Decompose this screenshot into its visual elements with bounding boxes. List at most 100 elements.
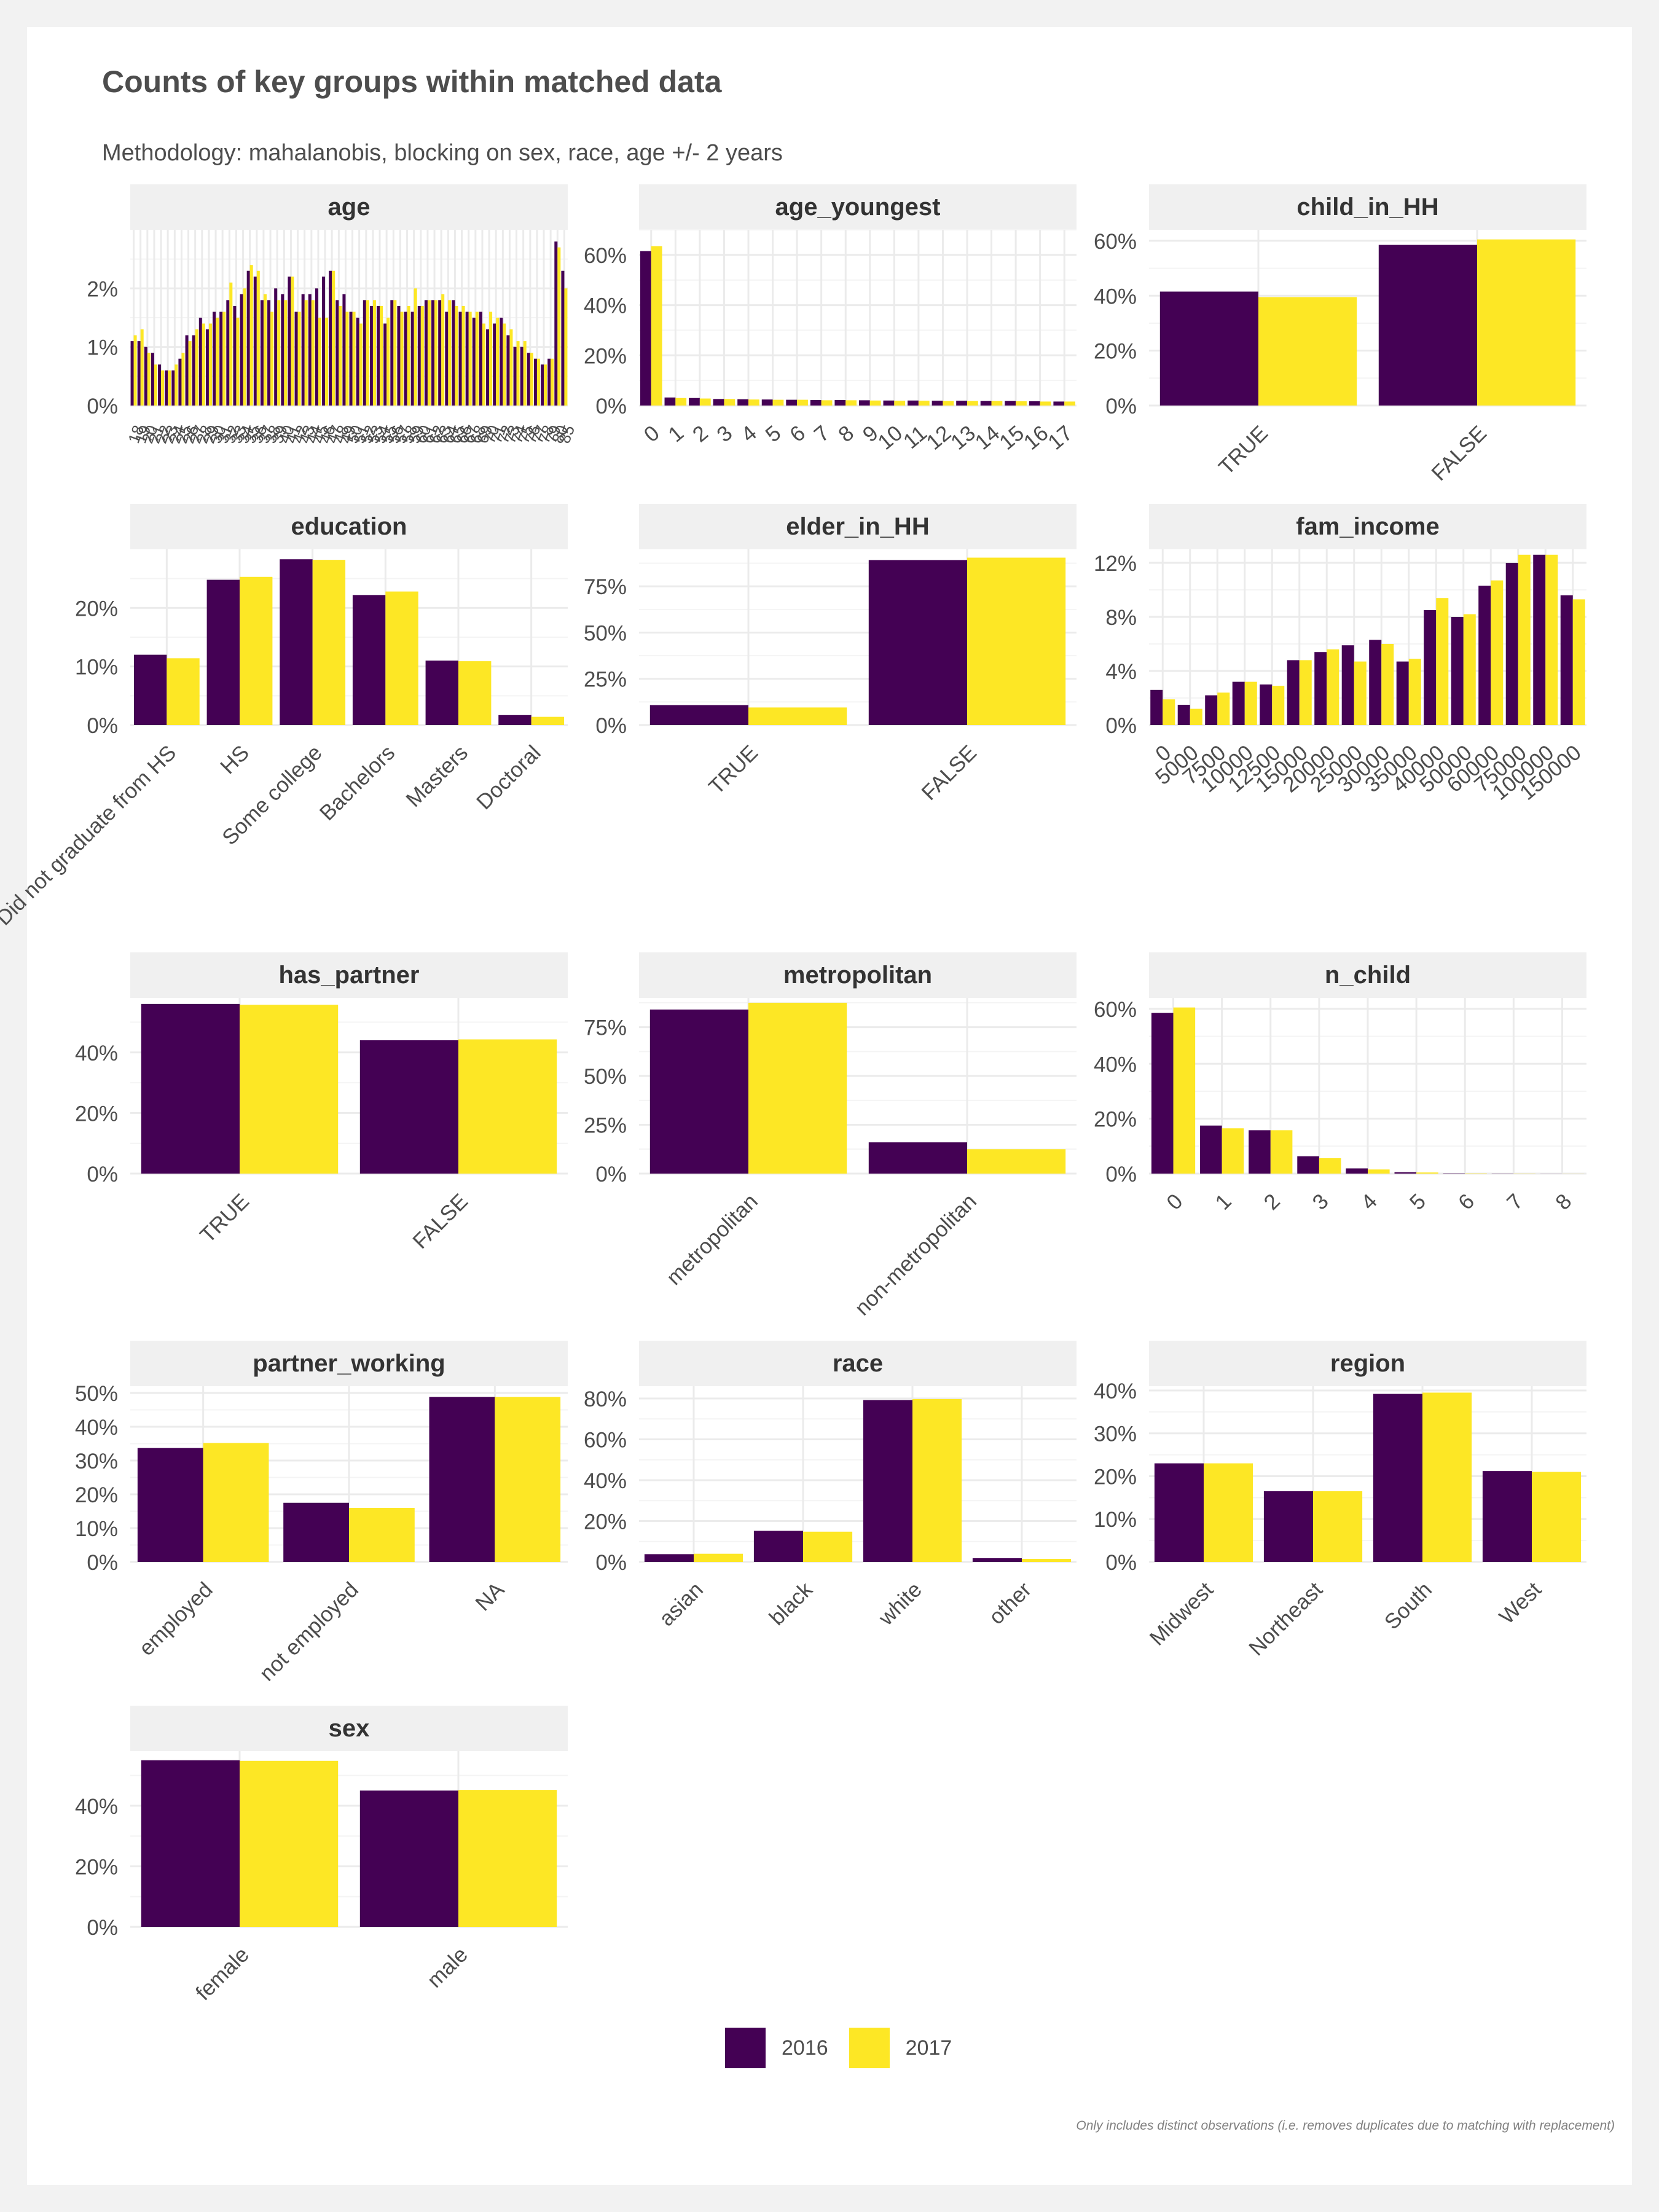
bar-age-youngest-13-2016 — [956, 401, 967, 406]
bar-fam-income-20000-2017 — [1327, 649, 1339, 725]
bar-education-bachelors-2016 — [352, 595, 386, 725]
bar-age-47-2017 — [332, 270, 335, 406]
bar-age-67-2016 — [465, 312, 469, 406]
facet-has-partner: has_partner 0% 20% 40% TRUE FALSE — [75, 952, 568, 1253]
bar-age-33-2017 — [236, 318, 240, 406]
bar-age-73-2017 — [509, 329, 513, 406]
bar-age-youngest-8-2016 — [834, 400, 846, 406]
bar-fam-income-12500-2016 — [1260, 684, 1273, 725]
legend: 2016 2017 — [725, 2028, 973, 2068]
ytick-label-partner-working: 30% — [75, 1449, 118, 1473]
ytick-label-has-partner: 40% — [75, 1041, 118, 1065]
bar-metropolitan-metropolitan-2016 — [649, 1010, 748, 1174]
bar-age-33-2016 — [233, 305, 237, 406]
bar-age-77-2017 — [536, 358, 540, 406]
bar-child-in-hh-false-2017 — [1477, 239, 1576, 406]
xtick-label-age-youngest-0: 0 — [640, 421, 664, 447]
bar-age-youngest-10-2017 — [894, 401, 906, 406]
bar-fam-income-7500-2017 — [1217, 692, 1230, 725]
bar-age-24-2017 — [175, 364, 178, 406]
xtick-label-age-youngest-2: 2 — [688, 421, 713, 447]
facet-region: region 0% 10% 20% 30% 40% Midwest Northeast Sout… — [1094, 1341, 1586, 1660]
bar-age-51-2017 — [359, 323, 363, 406]
bar-age-69-2016 — [479, 312, 482, 406]
bar-n-child-2-2017 — [1270, 1130, 1293, 1174]
bar-age-23-2017 — [168, 370, 171, 406]
bar-age-youngest-5-2017 — [772, 399, 784, 406]
bar-age-41-2016 — [288, 276, 291, 406]
bar-partner-working-na-2017 — [495, 1397, 561, 1562]
bar-fam-income-0-2017 — [1163, 699, 1175, 725]
bar-age-25-2016 — [178, 358, 182, 406]
legend-swatch-2017 — [849, 2028, 890, 2068]
bar-race-other-2016 — [972, 1558, 1022, 1562]
legend-item-2017: 2017 — [849, 2028, 952, 2068]
bar-age-32-2017 — [229, 282, 233, 406]
bar-fam-income-35000-2017 — [1408, 659, 1421, 725]
bar-age-youngest-14-2017 — [991, 401, 1003, 406]
ytick-label-metropolitan: 25% — [584, 1114, 627, 1138]
bar-region-northeast-2016 — [1263, 1491, 1313, 1562]
bar-age-77-2016 — [533, 358, 537, 406]
bar-age-62-2016 — [431, 300, 435, 406]
ytick-label-elder-in-hh: 0% — [595, 714, 627, 738]
bar-metropolitan-metropolitan-2017 — [748, 1002, 847, 1174]
ytick-label-age: 1% — [87, 336, 118, 360]
ytick-label-n-child: 40% — [1094, 1053, 1137, 1077]
bar-age-39-2017 — [277, 300, 281, 406]
bar-age-35-2016 — [246, 270, 250, 406]
ytick-label-child-in-hh: 0% — [1105, 394, 1137, 418]
bar-region-south-2017 — [1422, 1392, 1472, 1562]
ytick-label-education: 0% — [87, 714, 118, 738]
bar-race-other-2017 — [1022, 1559, 1072, 1562]
bar-age-youngest-12-2016 — [931, 401, 943, 406]
bar-sex-male-2016 — [359, 1790, 458, 1927]
bar-age-youngest-9-2016 — [858, 400, 870, 406]
bar-age-youngest-14-2016 — [980, 401, 992, 406]
bar-age-58-2017 — [407, 305, 410, 406]
bar-fam-income-50000-2016 — [1451, 617, 1464, 725]
bar-education-bachelors-2017 — [385, 591, 418, 725]
bar-age-79-2017 — [551, 358, 554, 406]
bar-age-46-2016 — [322, 276, 326, 406]
bar-child-in-hh-true-2017 — [1258, 297, 1357, 406]
bar-age-25-2017 — [181, 353, 185, 406]
bar-age-30-2016 — [213, 312, 216, 406]
bar-age-78-2016 — [541, 364, 544, 406]
bar-sex-female-2017 — [240, 1760, 339, 1927]
bar-age-74-2016 — [513, 347, 517, 406]
xtick-label-age-youngest-8: 8 — [834, 421, 858, 447]
bar-age-36-2016 — [253, 276, 257, 406]
bar-age-youngest-17-2017 — [1064, 401, 1076, 406]
bar-age-50-2017 — [352, 312, 356, 406]
bar-age-38-2016 — [267, 300, 271, 406]
bar-child-in-hh-false-2016 — [1378, 245, 1477, 406]
bar-age-53-2016 — [369, 305, 373, 406]
bar-age-80-2016 — [554, 241, 558, 406]
bar-age-youngest-0-2016 — [640, 251, 651, 406]
bar-age-youngest-4-2016 — [737, 399, 748, 406]
bar-age-46-2017 — [325, 318, 329, 406]
xtick-label-partner-working-employed: employed — [135, 1577, 218, 1660]
bar-fam-income-50000-2017 — [1463, 614, 1476, 725]
bar-age-38-2017 — [270, 312, 274, 406]
bar-region-south-2016 — [1373, 1394, 1422, 1562]
bar-age-youngest-12-2017 — [943, 401, 954, 406]
bar-sex-male-2017 — [458, 1790, 557, 1927]
bar-fam-income-30000-2017 — [1381, 644, 1394, 725]
bar-fam-income-75000-2016 — [1505, 563, 1518, 725]
xtick-label-education-did-not-graduate-from-hs: Did not graduate from HS — [0, 740, 181, 930]
xtick-label-sex-male: male — [423, 1942, 473, 1992]
ytick-label-region: 40% — [1094, 1379, 1137, 1403]
bar-has-partner-true-2016 — [141, 1003, 240, 1174]
bar-age-40-2017 — [284, 300, 288, 406]
bar-age-youngest-10-2016 — [883, 400, 895, 406]
bar-age-youngest-7-2016 — [810, 400, 822, 406]
bar-fam-income-60000-2016 — [1478, 586, 1491, 725]
bar-age-85-2017 — [564, 288, 568, 406]
bar-age-60-2016 — [417, 305, 421, 406]
bar-age-43-2017 — [304, 300, 308, 406]
bar-fam-income-15000-2017 — [1299, 660, 1312, 725]
ytick-label-fam-income: 0% — [1105, 714, 1137, 738]
